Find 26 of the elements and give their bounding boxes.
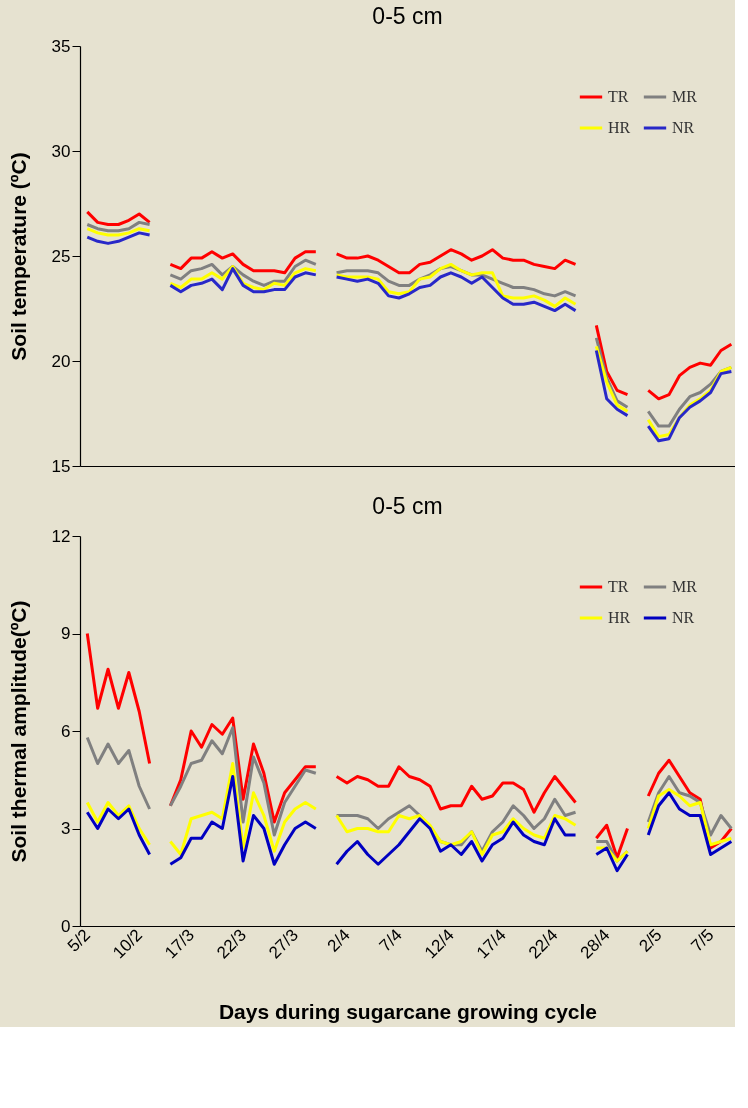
x-tick-label: 2/4: [323, 925, 354, 956]
y-axis-title: Soil thermal amplitude(ºC): [6, 600, 30, 863]
legend-label: HR: [608, 119, 631, 136]
legend-label: NR: [672, 119, 695, 136]
y-tick-label: 35: [51, 36, 71, 56]
legend-label: TR: [608, 88, 629, 105]
y-tick-label: 20: [51, 351, 71, 371]
legend-label: MR: [672, 578, 698, 595]
chart-title: 0-5 cm: [372, 493, 443, 519]
y-tick-label: 30: [51, 141, 71, 161]
legend-label: HR: [608, 609, 631, 626]
x-axis-title: Days during sugarcane growing cycle: [218, 999, 598, 1023]
y-tick-label: 12: [51, 526, 71, 546]
y-tick-label: 6: [61, 721, 71, 741]
legend-label: NR: [672, 609, 695, 626]
y-axis-title: Soil temperature (ºC): [6, 152, 30, 361]
legend-label: TR: [608, 578, 629, 595]
y-tick-label: 15: [51, 456, 71, 476]
x-tick-label: 7/5: [687, 925, 718, 956]
x-tick-label: 2/5: [635, 925, 666, 956]
x-tick-label: 7/4: [375, 925, 406, 956]
chart-title: 0-5 cm: [372, 3, 443, 29]
legend-label: MR: [672, 88, 698, 105]
y-tick-label: 9: [61, 624, 71, 643]
y-tick-label: 3: [61, 819, 71, 838]
y-tick-label: 25: [51, 246, 71, 266]
